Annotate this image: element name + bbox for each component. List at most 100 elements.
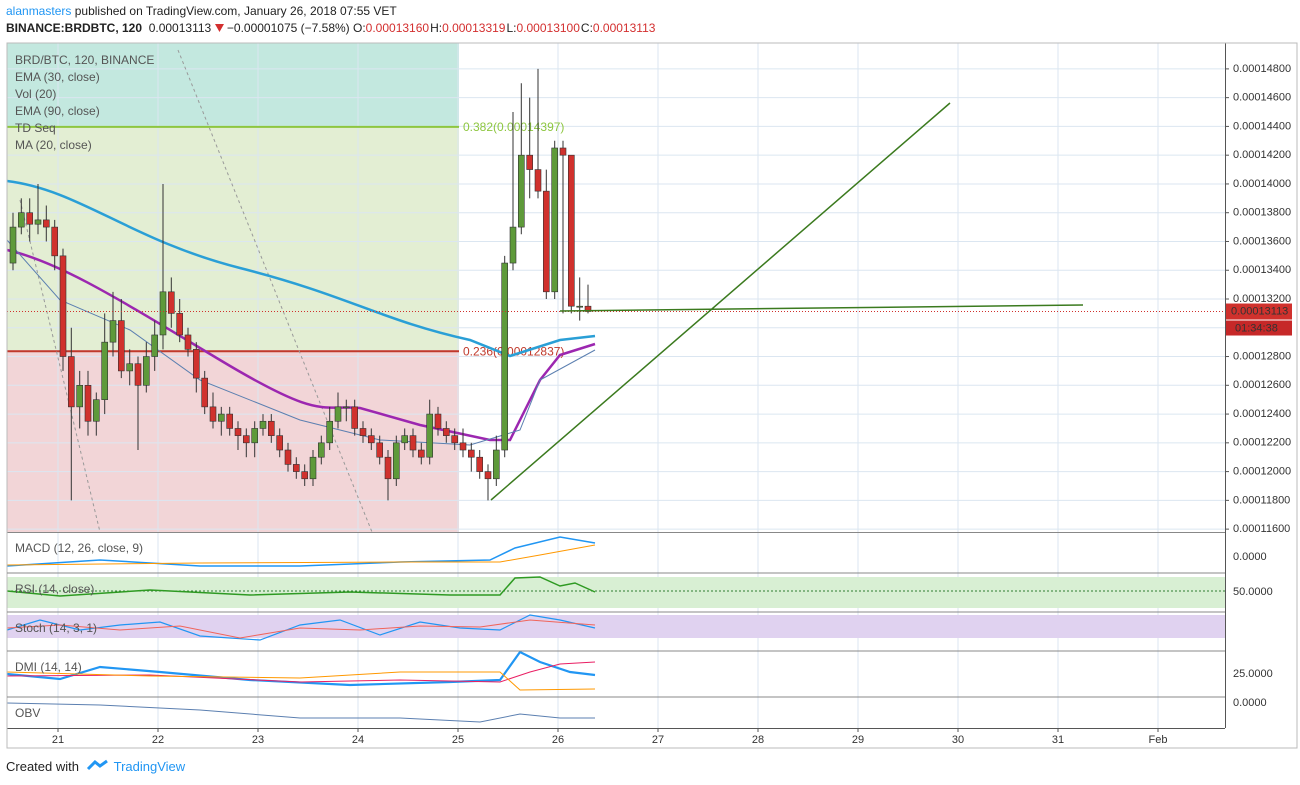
candle-body xyxy=(34,219,42,225)
ohlc-value: 0.00013160 xyxy=(365,21,430,35)
candle-body xyxy=(451,435,459,444)
x-tick-label: 31 xyxy=(1052,734,1064,746)
candle-body xyxy=(517,154,525,228)
y-tick-label: 0.00013200 xyxy=(1233,293,1291,305)
legend-entry: EMA (90, close) xyxy=(15,104,100,118)
created: Created with xyxy=(6,759,79,774)
candle-body xyxy=(309,456,317,480)
fib-label: 0.236(0.00012837) xyxy=(463,344,564,358)
candle-body xyxy=(334,406,342,422)
candle-body xyxy=(168,291,175,314)
candle-body xyxy=(68,356,75,408)
y-tick-label: 0.00012800 xyxy=(1233,350,1291,362)
indicator-name: MACD (12, 26, close, 9) xyxy=(15,541,143,555)
candle-body xyxy=(218,413,225,422)
header: alanmasters published on TradingView.com… xyxy=(6,3,656,37)
candle-body xyxy=(376,442,384,458)
candle-body xyxy=(159,291,167,336)
candle-body xyxy=(267,420,275,436)
x-tick-label: 28 xyxy=(752,734,764,746)
y-tick-label: 0.00011800 xyxy=(1233,494,1290,506)
candle-body xyxy=(409,435,417,451)
time-axis-line xyxy=(7,728,1225,729)
indicator-axis-label: 25.0000 xyxy=(1233,668,1273,680)
y-tick-label: 0.00014800 xyxy=(1233,63,1291,75)
last: 0.00013113 xyxy=(148,21,212,35)
y-tick-label: 0.00014600 xyxy=(1233,92,1291,104)
legend-entry: Vol (20) xyxy=(15,87,56,101)
candle-body xyxy=(101,341,108,400)
stoch-band xyxy=(7,615,1225,638)
candle-body xyxy=(367,435,375,444)
candle-body xyxy=(176,313,183,336)
change: −0.00001075 (−7.58%) xyxy=(226,21,350,35)
candle-body xyxy=(526,154,534,170)
fib-line xyxy=(19,199,101,533)
candle-body xyxy=(317,442,325,458)
price-label: 0.00013113 xyxy=(1231,305,1288,317)
candle-body xyxy=(426,413,434,458)
tv-logo xyxy=(87,759,109,771)
trend-line xyxy=(490,102,951,501)
candle-body xyxy=(26,212,34,225)
candle-body xyxy=(434,413,442,429)
ohlc-label: C: xyxy=(580,21,593,35)
candle-body xyxy=(351,406,359,429)
y-tick-label: 0.00014200 xyxy=(1233,149,1291,161)
ma-20 xyxy=(6,239,596,446)
frame xyxy=(6,42,1298,749)
y-tick-label: 0.00012600 xyxy=(1233,379,1291,391)
ema-30 xyxy=(6,248,596,442)
candle-body xyxy=(384,456,392,480)
candle-body xyxy=(584,305,592,312)
candle-body xyxy=(118,320,125,372)
candle-body xyxy=(484,471,492,480)
candle-body xyxy=(509,226,517,264)
candle-body xyxy=(392,442,400,480)
indicator-name: DMI (14, 14) xyxy=(15,660,82,674)
candle-body xyxy=(193,349,200,379)
candle-body xyxy=(259,420,267,429)
candle-body xyxy=(534,169,542,192)
candle-body xyxy=(109,320,117,343)
x-tick-label: 21 xyxy=(52,734,64,746)
symbol: BINANCE:BRDBTC, 120 xyxy=(6,21,143,35)
candle-body xyxy=(359,428,367,436)
candle-body xyxy=(401,435,409,444)
indicator-name: OBV xyxy=(15,706,40,720)
candle-body xyxy=(226,413,233,429)
y-tick-label: 0.00013600 xyxy=(1233,235,1291,247)
candle-body xyxy=(17,212,25,228)
candle-body xyxy=(251,428,258,444)
indicator-axis-label: 50.0000 xyxy=(1233,586,1273,598)
stoch-d xyxy=(6,619,596,639)
legend-entry: TD Seq xyxy=(15,121,56,135)
candle-body xyxy=(551,147,559,293)
zone-green xyxy=(7,126,459,350)
candle-body xyxy=(284,449,292,465)
x-tick-label: 22 xyxy=(152,734,164,746)
candle-body xyxy=(51,226,59,257)
candle-body xyxy=(151,334,158,357)
brand: TradingView xyxy=(113,759,186,774)
ohlc-label: H: xyxy=(430,21,443,35)
ohlc-label: O: xyxy=(353,21,366,35)
candle-body xyxy=(42,219,50,228)
macd-signal xyxy=(6,544,596,566)
y-tick-label: 0.00013400 xyxy=(1233,264,1291,276)
candle-body xyxy=(84,384,92,422)
candle-body xyxy=(467,449,475,458)
di-minus xyxy=(6,671,596,691)
candle-body xyxy=(184,334,192,350)
pane-sep xyxy=(7,532,1225,533)
candle-body xyxy=(59,255,67,357)
user: alanmasters xyxy=(6,4,72,18)
published: published on TradingView.com, January 26… xyxy=(74,4,397,18)
x-tick-label: 26 xyxy=(552,734,564,746)
x-tick-label: 29 xyxy=(852,734,864,746)
candle-body xyxy=(143,356,150,386)
x-tick-label: 24 xyxy=(352,734,364,746)
indicator-axis-label: 0.0000 xyxy=(1233,551,1267,563)
ohlc-value: 0.00013319 xyxy=(442,21,506,35)
